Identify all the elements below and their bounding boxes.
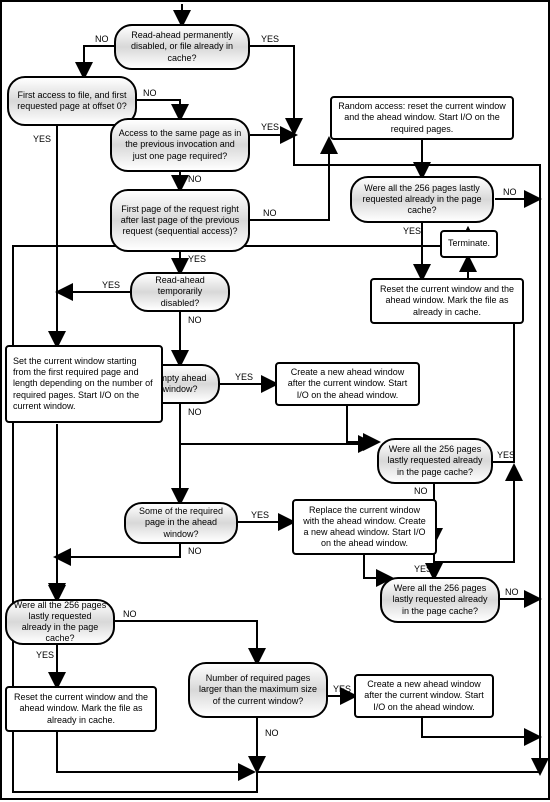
- edge-label: NO: [187, 546, 203, 556]
- edge-label: NO: [94, 34, 110, 44]
- decision-same-page-one-page: Access to the same page as in the previo…: [110, 118, 250, 172]
- edge-label: NO: [122, 609, 138, 619]
- process-new-ahead-window-upper: Create a new ahead window after the curr…: [275, 362, 420, 406]
- edge-label: NO: [262, 208, 278, 218]
- edge-label: NO: [187, 407, 203, 417]
- edge-label: YES: [496, 450, 516, 460]
- decision-readahead-temp-disabled: Read-ahead temporarily disabled?: [130, 272, 230, 312]
- process-set-current-window: Set the current window starting from the…: [5, 345, 163, 423]
- decision-256-cached-mid: Were all the 256 pages lastly requested …: [377, 438, 493, 484]
- process-random-access-reset: Random access: reset the current window …: [330, 96, 514, 140]
- decision-readahead-disabled-or-cached: Read-ahead permanently disabled, or file…: [114, 24, 250, 70]
- edge-label: YES: [260, 122, 280, 132]
- edge-label: NO: [504, 587, 520, 597]
- decision-sequential-access: First page of the request right after la…: [110, 189, 250, 252]
- edge-label: YES: [32, 134, 52, 144]
- decision-256-cached-after-random: Were all the 256 pages lastly requested …: [350, 176, 494, 223]
- edge-label: YES: [332, 684, 352, 694]
- process-new-ahead-window-lower: Create a new ahead window after the curr…: [354, 674, 494, 718]
- edge-label: YES: [187, 254, 207, 264]
- edge-label: NO: [187, 315, 203, 325]
- process-terminate: Terminate.: [440, 230, 498, 258]
- edge-label: YES: [250, 510, 270, 520]
- edge-label: YES: [402, 226, 422, 236]
- edge-label: NO: [142, 88, 158, 98]
- edge-label: YES: [260, 34, 280, 44]
- edge-label: YES: [413, 564, 433, 574]
- process-replace-window: Replace the current window with the ahea…: [292, 499, 437, 555]
- edge-label: YES: [101, 280, 121, 290]
- decision-256-cached-left: Were all the 256 pages lastly requested …: [5, 599, 115, 645]
- decision-pages-larger-than-window: Number of required pages larger than the…: [188, 662, 328, 718]
- edge-label: NO: [413, 486, 429, 496]
- process-reset-mark-cached-upper: Reset the current window and the ahead w…: [370, 278, 524, 324]
- decision-first-access-offset0: First access to file, and first requeste…: [7, 76, 137, 126]
- edge-label: NO: [187, 174, 203, 184]
- edge-label: YES: [234, 372, 254, 382]
- edge-label: NO: [264, 728, 280, 738]
- decision-256-cached-lower: Were all the 256 pages lastly requested …: [380, 577, 500, 623]
- process-reset-mark-cached-lower: Reset the current window and the ahead w…: [5, 686, 157, 732]
- decision-required-page-in-ahead: Some of the required page in the ahead w…: [124, 502, 238, 544]
- edge-label: NO: [502, 187, 518, 197]
- edge-label: YES: [35, 650, 55, 660]
